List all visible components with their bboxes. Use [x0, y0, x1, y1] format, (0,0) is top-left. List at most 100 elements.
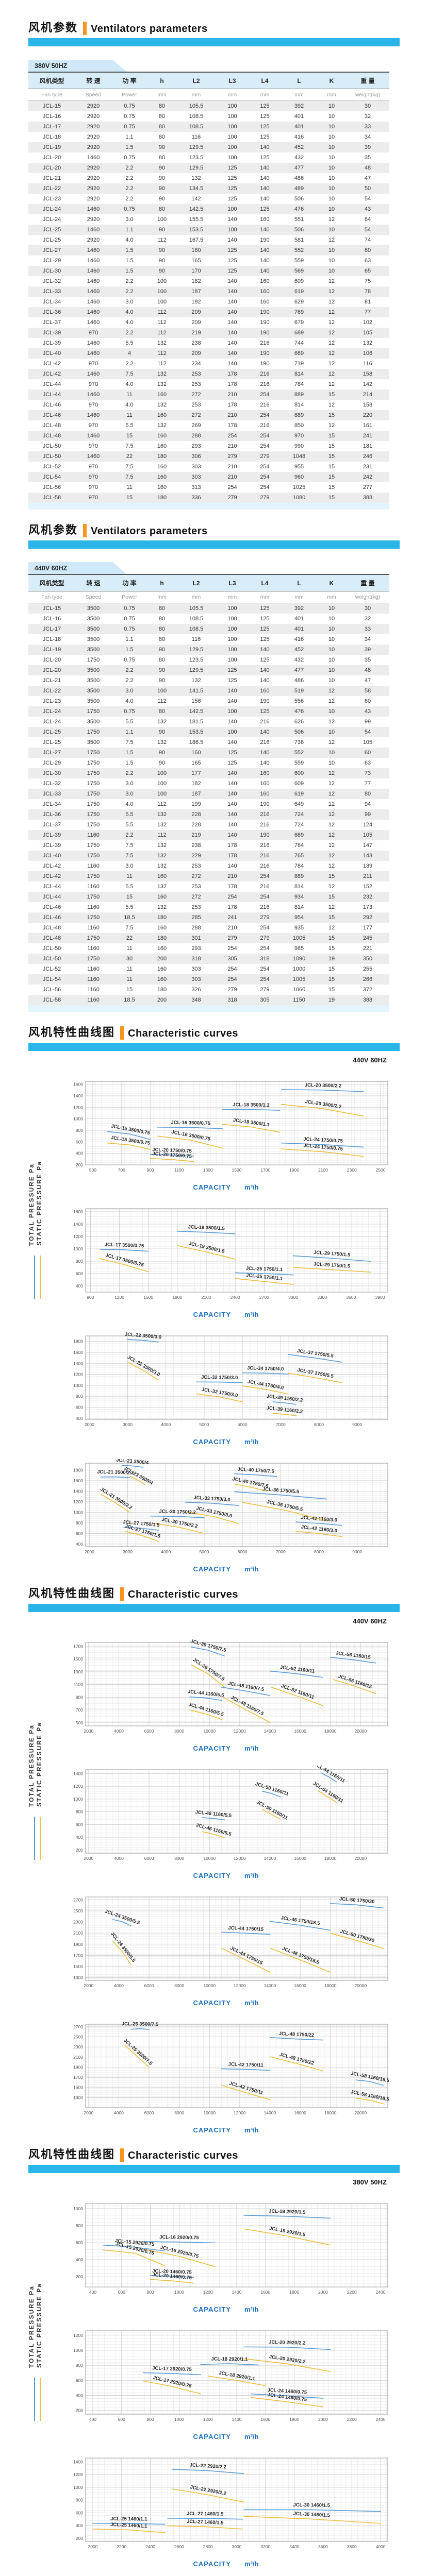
table-cell: 11 — [126, 966, 133, 972]
table-cell: 65 — [364, 268, 371, 274]
table-cell: 784 — [294, 842, 304, 849]
table-cell: 160 — [157, 945, 167, 952]
table-cell: 15 — [328, 474, 335, 480]
table-cell: JCL-46 — [42, 402, 61, 408]
table-row: JCL-25 2920 4.0 112 167.5 140 190 581 12 74 — [28, 235, 389, 245]
table-cell: 0.75 — [124, 708, 135, 715]
table-cell: JCL-48 — [42, 935, 61, 941]
table-cell: 1150 — [293, 997, 305, 1003]
table-cell: JCL-19 — [42, 144, 61, 150]
table-cell: 15 — [328, 464, 335, 470]
curve — [235, 1278, 294, 1285]
table-cell: 90 — [158, 729, 166, 735]
table-cell: 1460 — [87, 258, 100, 264]
table-cell: 160 — [157, 894, 167, 900]
table-cell: JCL-16 — [42, 113, 61, 120]
table-row: JCL-15 2920 0.75 80 105.5 100 125 392 10 30 — [28, 100, 389, 111]
curve-label: JCL-16 2920/0.75 — [159, 2234, 199, 2241]
table-cell: 253 — [191, 884, 201, 890]
curve-label: JCL-18 3500/1.1 — [233, 1102, 270, 1108]
table-cell: 15 — [126, 894, 133, 900]
section-title-zh: 风机特性曲线图 — [28, 1026, 116, 1039]
table-cell: 116 — [191, 636, 201, 642]
table-cell: JCL-54 — [42, 976, 61, 982]
table-cell: 190 — [260, 319, 270, 326]
y-tick-label: 600 — [76, 2240, 83, 2245]
table-cell: JCL-25 — [42, 237, 61, 243]
table-cell: 140 — [260, 750, 270, 756]
table-cell: 140 — [227, 278, 237, 284]
table-cell: 3.0 — [125, 216, 134, 223]
table-cell: JCL-22 — [42, 688, 61, 694]
x-tick-label: 6000 — [238, 1422, 248, 1427]
table-cell: 1460 — [87, 268, 100, 274]
curve — [221, 1687, 271, 1696]
table-cell: 112 — [157, 350, 167, 357]
table-cell: 2.2 — [125, 832, 134, 838]
curve-label: JCL-54 1160/11 — [313, 1766, 346, 1784]
y-tick-label: 2100 — [73, 1930, 83, 1936]
curve — [251, 2393, 324, 2399]
table-cell: 30 — [364, 103, 371, 109]
charts-group: 400 600 800 1000 1200 1400 1600 1800 2000 2200 240… — [0, 2199, 428, 2576]
table-cell: 279 — [260, 453, 270, 460]
y-tick-label: 600 — [76, 2378, 83, 2383]
curve-label: JCL-48 1750/22 — [278, 2031, 314, 2038]
table-cell: 12 — [328, 350, 335, 357]
table-cell: 2.2 — [125, 770, 134, 776]
chart-svg: 2000 4000 6000 8000 10000 12000 14000 16000 1800… — [73, 1896, 388, 1988]
table-cell: 160 — [157, 443, 167, 449]
section-title-zh: 风机参数 — [28, 523, 78, 536]
table-cell: 719 — [294, 361, 304, 367]
table-cell: 254 — [260, 433, 270, 439]
table-cell: 486 — [294, 677, 304, 684]
table-cell: 12 — [328, 319, 335, 326]
total-pressure-label: TOTAL PRESSURE Pa — [28, 2285, 35, 2368]
y-tick-label: 1300 — [73, 1669, 83, 1674]
column-header: L2 — [176, 574, 216, 591]
curve-label: JCL-20 3500/2.2 — [305, 1099, 342, 1110]
table-cell: 254 — [227, 976, 237, 982]
x-tick-label: 700 — [118, 1167, 125, 1173]
table-cell: 90 — [158, 677, 166, 684]
table-cell: 1005 — [292, 976, 306, 982]
chart-block: 2000 4000 6000 8000 10000 12000 14000 16000 1800… — [61, 1893, 391, 2007]
table-cell: 210 — [227, 392, 237, 398]
capacity-text: CAPACITY — [193, 1999, 232, 2007]
table-cell: 160 — [157, 484, 167, 490]
x-tick-label: 18000 — [324, 1728, 337, 1734]
curve — [200, 2363, 259, 2366]
table-cell: JCL-39 — [42, 330, 61, 336]
table-cell: 254 — [260, 464, 270, 470]
x-tick-label: 2400 — [376, 2290, 386, 2295]
column-header: mm — [281, 89, 317, 101]
column-header: L4 — [249, 72, 281, 89]
table-cell: 1750 — [87, 708, 100, 715]
curve — [288, 1372, 342, 1383]
table-cell: 73 — [364, 770, 371, 776]
table-cell: 552 — [294, 750, 304, 756]
table-cell: 15 — [328, 873, 335, 879]
section-header: 风机参数 Ventilators parameters — [0, 19, 428, 46]
table-cell: 1750 — [87, 781, 100, 787]
table-cell: 1.1 — [125, 729, 134, 735]
curve-label: JCL-44 1750/15 — [228, 1925, 264, 1933]
curve — [185, 1502, 239, 1506]
table-cell: 190 — [260, 361, 270, 367]
table-cell: 15 — [328, 392, 335, 398]
table-cell: 254 — [227, 433, 237, 439]
table-cell: 452 — [294, 647, 304, 653]
curve — [201, 1831, 225, 1838]
chart-block: 2000 3000 4000 5000 6000 7000 8000 9000 400 600 80… — [61, 1332, 391, 1446]
table-cell: 990 — [294, 443, 304, 449]
section-title-zh: 风机特性曲线图 — [28, 2148, 116, 2161]
table-cell: 54 — [364, 196, 371, 202]
y-tick-label: 400 — [76, 2257, 83, 2262]
capacity-axis-label: CAPACITY m³/h — [61, 2126, 391, 2134]
x-tick-label: 2800 — [203, 2544, 213, 2549]
curve — [157, 1127, 223, 1129]
y-tick-label: 1200 — [73, 1499, 83, 1504]
table-cell: 970 — [88, 464, 98, 470]
table-cell: JCL-16 — [42, 616, 61, 622]
curve — [107, 1131, 151, 1140]
